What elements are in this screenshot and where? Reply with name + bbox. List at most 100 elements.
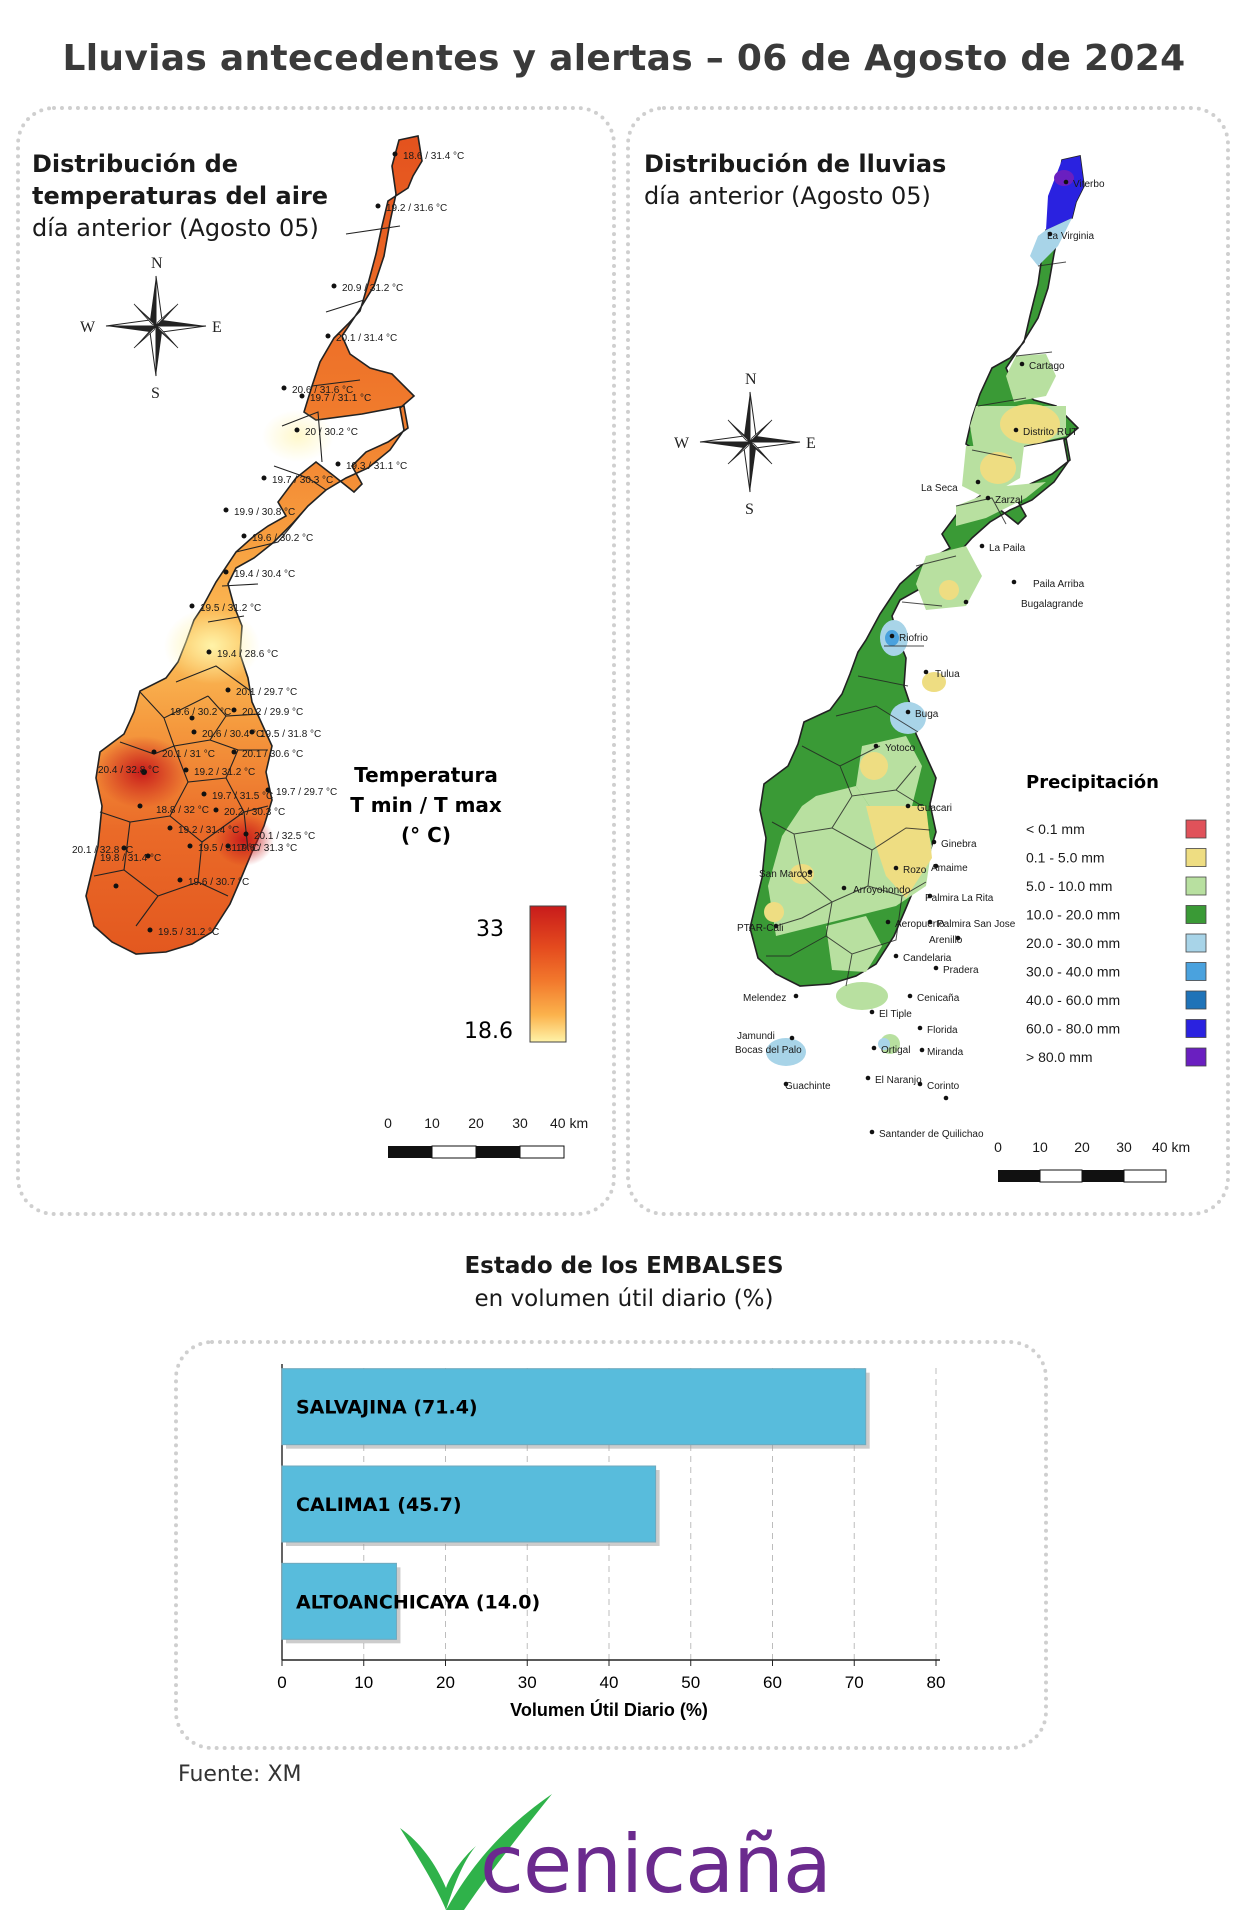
rain-legend-label: 0.1 - 5.0 mm [1026, 850, 1105, 866]
temperature-station-label: 19.4 / 28.6 °C [217, 649, 278, 660]
temperature-legend-subtitle: T min / T max [350, 793, 502, 817]
temperature-station-label: 20.6 / 31.6 °C [292, 385, 353, 396]
rain-place-label: PTAR-Cali [737, 923, 783, 934]
reservoirs-bar-chart: 0 10 20 30 40 50 60 70 80 SALVAJINA (71.4) CALIMA1… [277, 1364, 945, 1720]
page-title: Lluvias antecedentes y alertas – 06 de A… [62, 38, 1186, 79]
rain-place-label: Distrito RUT [1023, 427, 1077, 438]
rain-legend-label: 60.0 - 80.0 mm [1026, 1021, 1120, 1037]
rain-place-label: Miranda [927, 1047, 964, 1058]
rain-place-label: Ortigal [881, 1045, 910, 1056]
rain-place-label: Bocas del Palo [735, 1045, 802, 1056]
x-tick-label: 70 [845, 1673, 864, 1692]
temperature-station-label: 20.1 / 30.6 °C [242, 749, 303, 760]
temperature-legend-max: 33 [476, 917, 504, 942]
rain-place-label: Paila Arriba [1033, 579, 1085, 590]
temperature-station-label: 20.2 / 30.3 °C [224, 807, 285, 818]
rain-title: Distribución de lluvias [644, 150, 947, 178]
rain-legend-swatch [1185, 1019, 1207, 1038]
rain-legend-label: 5.0 - 10.0 mm [1026, 878, 1112, 894]
scale-label: 20 [468, 1115, 484, 1131]
bar-label: CALIMA1 (45.7) [296, 1494, 462, 1516]
scale-label: 30 [1116, 1139, 1132, 1155]
temperature-title-line2: temperaturas del aire [32, 182, 329, 210]
scale-label: 30 [512, 1115, 528, 1131]
rain-subtitle: día anterior (Agosto 05) [644, 182, 931, 210]
rain-legend-swatch [1185, 848, 1207, 867]
rain-panel-title: Distribución de lluvias día anterior (Ag… [644, 148, 946, 212]
temperature-station-label: 19.6 / 30.7 °C [188, 877, 249, 888]
temperature-station-label: 19.7 / 31.5 °C [212, 791, 273, 802]
rain-legend-label: 10.0 - 20.0 mm [1026, 907, 1120, 923]
compass-rose-rain: N S E W [674, 371, 816, 518]
x-tick-label: 20 [436, 1673, 455, 1692]
temperature-station-label: 20.1 / 29.7 °C [236, 687, 297, 698]
temperature-colorbar [529, 905, 567, 1043]
cenicana-logo: cenicaña [400, 1794, 832, 1911]
bar-label: SALVAJINA (71.4) [296, 1397, 478, 1419]
temperature-station-label: 20.1 / 31 °C [162, 749, 215, 760]
rain-scale-bar: 0 10 20 30 40 km [994, 1139, 1190, 1183]
temperature-station-label: 19.5 / 31.2 °C [158, 927, 219, 938]
temperature-station-label: 19.5 / 31.8 °C [260, 729, 321, 740]
rain-patches [764, 156, 1084, 1066]
temperature-legend-unit: (° C) [401, 823, 451, 847]
rain-place-label: Cenicaña [917, 993, 960, 1004]
rain-legend-label: > 80.0 mm [1026, 1049, 1093, 1065]
rain-place-label: Riofrio [899, 633, 928, 644]
rain-map: Viterbo La Virginia Cartago Distrito RUT La … [674, 155, 1207, 1183]
temperature-legend-title: Temperatura [354, 763, 498, 787]
x-tick-label: 0 [277, 1673, 286, 1692]
compass-s-rain: S [745, 501, 754, 518]
temperature-station-label: 19.4 / 30.4 °C [234, 569, 295, 580]
temperature-station-label: 20.1 / 31.4 °C [336, 333, 397, 344]
rain-place-label: La Virginia [1047, 231, 1095, 242]
rain-legend-swatch [1185, 933, 1207, 953]
temperature-station-label: 18.6 / 31.4 °C [403, 151, 464, 162]
temperature-station-label: 20.2 / 29.9 °C [242, 707, 303, 718]
x-tick-label: 30 [518, 1673, 537, 1692]
rain-place-label: San Marcos [759, 869, 812, 880]
rain-place-label: Arroyohondo [853, 885, 911, 896]
scale-label: 20 [1074, 1139, 1090, 1155]
compass-n-rain: N [745, 371, 757, 388]
temperature-station-label: 20.1 / 32.5 °C [254, 831, 315, 842]
temperature-station-label: 19.6 / 30.2 °C [252, 533, 313, 544]
rain-place-label: Florida [927, 1025, 958, 1036]
scale-label: 0 [994, 1139, 1002, 1155]
rain-legend-swatch [1185, 819, 1207, 839]
rain-legend-swatch [1185, 990, 1207, 1010]
temperature-station-label: 19.2 / 31.6 °C [386, 203, 447, 214]
rain-place-label: Zarzal [995, 495, 1023, 506]
rain-place-label: Rozo [903, 865, 927, 876]
bar [281, 1465, 657, 1543]
temperature-station-label: 20.4 / 32.8 °C [98, 765, 159, 776]
rain-place-labels: Viterbo La Virginia Cartago Distrito RUT La … [735, 179, 1105, 1140]
temperature-station-label: 19.6 / 30.2 °C [170, 707, 231, 718]
scale-label: 40 km [1152, 1139, 1190, 1155]
compass-n: N [151, 255, 163, 272]
x-axis-label: Volumen Útil Diario (%) [510, 1699, 708, 1720]
temperature-stations [113, 151, 398, 933]
temperature-station-label: 19.2 / 31.2 °C [194, 767, 255, 778]
compass-w: W [80, 319, 96, 336]
temperature-station-label: 19.9 / 30.8 °C [234, 507, 295, 518]
rain-legend-swatch [1185, 962, 1207, 981]
temperature-title-line1: Distribución de [32, 150, 239, 178]
rain-place-label: El Tiple [879, 1009, 912, 1020]
rain-place-label: Guacari [917, 803, 952, 814]
rain-place-label: Arenillo [929, 935, 963, 946]
rain-legend-label: < 0.1 mm [1026, 821, 1085, 837]
temperature-station-label: 19.8 / 31.4 °C [100, 853, 161, 864]
rain-place-label: La Paila [989, 543, 1026, 554]
temperature-station-label: 18.8 / 32 °C [156, 805, 209, 816]
bar [281, 1562, 397, 1640]
rain-places [773, 179, 1069, 1135]
scale-label: 0 [384, 1115, 392, 1131]
rain-legend-swatch [1185, 905, 1207, 924]
rain-place-label: Cartago [1029, 361, 1065, 372]
rain-panel [626, 106, 1230, 1216]
x-tick-label: 10 [354, 1673, 373, 1692]
temperature-legend-min: 18.6 [464, 1019, 513, 1044]
scale-label: 10 [1032, 1139, 1048, 1155]
rain-place-label: Palmira San Jose [937, 919, 1016, 930]
